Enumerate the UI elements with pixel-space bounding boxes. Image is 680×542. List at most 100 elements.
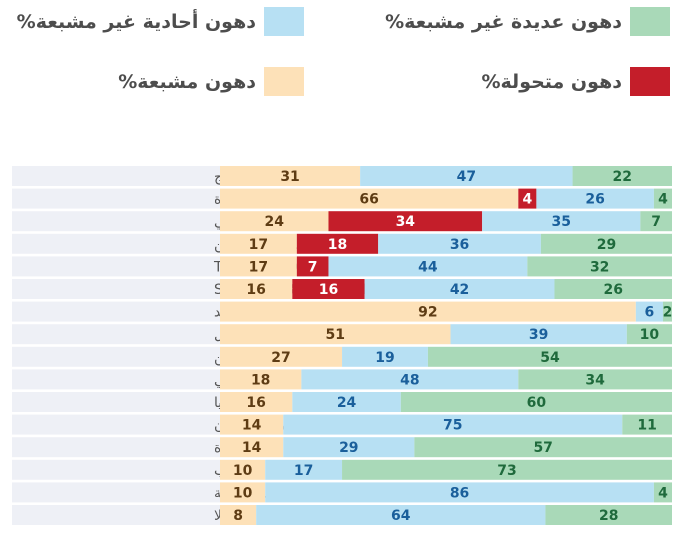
bar-segment-mono (301, 369, 519, 390)
legend-swatch-poly (630, 7, 670, 36)
data-label-sat: 24 (264, 214, 284, 230)
data-label-poly: 4 (658, 485, 668, 501)
data-label-sat: 14 (242, 440, 262, 456)
bar-segment-mono (635, 301, 663, 322)
bar-segment-mono (283, 414, 623, 435)
data-label-mono: 42 (450, 282, 469, 298)
data-label-sat: 10 (233, 463, 253, 479)
legend-label-trans: دهون متحولة% (481, 70, 623, 93)
bar-segment-sat (220, 279, 293, 299)
bar-segment-poly (653, 482, 672, 503)
data-label-poly: 22 (613, 169, 632, 185)
data-label-poly: 10 (640, 327, 660, 343)
bar-segment-poly (527, 256, 672, 277)
bar-segment-poly (545, 505, 672, 525)
bar-segment-sat (220, 346, 343, 367)
bar-segment-trans (296, 256, 329, 277)
data-label-mono: 29 (339, 440, 358, 456)
row-label-band (12, 346, 220, 367)
bar-segment-poly (342, 459, 672, 480)
data-label-trans: 16 (319, 282, 338, 298)
legend-item-mono: دهون أحادية غير مشبعة% (14, 7, 304, 36)
row-label-band (12, 414, 220, 435)
data-label-sat: 27 (271, 350, 290, 366)
legend-swatch-sat (264, 67, 304, 96)
data-label-poly: 26 (603, 282, 622, 298)
bar-segment-mono (450, 324, 627, 345)
bar-segment-sat (220, 392, 293, 412)
data-label-sat: 16 (246, 395, 265, 411)
bar-segment-sat (220, 211, 329, 232)
data-label-sat: 92 (418, 305, 437, 321)
data-label-sat: 66 (359, 192, 378, 208)
row-label-band (12, 279, 220, 299)
data-label-sat: 31 (280, 169, 299, 185)
row-label-band (12, 233, 220, 254)
bar-segment-mono (360, 166, 573, 186)
legend-swatch-trans (630, 67, 670, 96)
bar-segment-poly (540, 233, 672, 254)
bar-segment-mono (342, 346, 428, 367)
data-label-mono: 39 (529, 327, 548, 343)
legend-label-sat: دهون مشبعة% (118, 70, 256, 93)
bar-segment-mono (378, 233, 541, 254)
bar-segment-sat (220, 324, 451, 345)
legend-item-poly: دهون عديدة غير مشبعة% (385, 7, 670, 36)
data-label-mono: 64 (391, 508, 411, 524)
data-label-poly: 28 (599, 508, 618, 524)
data-label-mono: 19 (375, 350, 394, 366)
bar-segment-sat (220, 166, 361, 186)
bar-segment-mono (256, 505, 546, 525)
data-label-mono: 26 (585, 192, 604, 208)
bar-segment-mono (364, 279, 555, 299)
bar-segment-poly (662, 301, 672, 322)
bar-segment-poly (518, 369, 672, 390)
row-label-band (12, 324, 220, 345)
bar-segment-poly (653, 188, 672, 209)
bar-segment-mono (283, 437, 415, 458)
data-label-poly: 4 (658, 192, 668, 208)
bar-segment-sat (220, 256, 297, 277)
data-label-mono: 47 (457, 169, 476, 185)
data-label-poly: 54 (540, 350, 560, 366)
data-label-sat: 17 (249, 237, 268, 253)
legend: دهون عديدة غير مشبعة% دهون أحادية غير مش… (0, 0, 680, 150)
bar-segment-trans (292, 279, 365, 299)
row-label-band (12, 301, 220, 322)
row-label-band (12, 166, 220, 186)
row-label-band (12, 482, 220, 503)
data-label-poly: 29 (597, 237, 616, 253)
data-label-mono: 6 (645, 305, 655, 321)
data-label-mono: 17 (294, 463, 313, 479)
data-label-mono: 86 (450, 485, 469, 501)
data-label-mono: 75 (443, 418, 462, 434)
data-label-trans: 34 (396, 214, 416, 230)
data-label-poly: 32 (590, 259, 609, 275)
bar-segment-poly (640, 211, 672, 232)
bar-segment-sat (220, 482, 266, 503)
data-label-sat: 51 (326, 327, 345, 343)
bar-segment-trans (328, 211, 483, 232)
bar-segment-poly (572, 166, 672, 186)
bar-segment-sat (220, 301, 636, 322)
data-label-mono: 44 (418, 259, 438, 275)
legend-swatch-mono (264, 7, 304, 36)
data-label-poly: 57 (533, 440, 552, 456)
bar-segment-poly (427, 346, 672, 367)
row-label-band (12, 505, 220, 525)
data-label-sat: 10 (233, 485, 253, 501)
bar-segment-mono (482, 211, 641, 232)
bar-segment-mono (328, 256, 528, 277)
data-label-trans: 4 (522, 192, 532, 208)
data-label-sat: 8 (233, 508, 243, 524)
bar-segment-sat (220, 233, 297, 254)
data-label-mono: 48 (400, 372, 419, 388)
bar-segment-poly (400, 392, 672, 412)
row-label-band (12, 188, 220, 209)
data-label-poly: 7 (651, 214, 661, 230)
data-label-poly: 11 (637, 418, 656, 434)
bar-segment-mono (292, 392, 401, 412)
row-label-band (12, 392, 220, 412)
row-label-band (12, 256, 220, 277)
row-label-band (12, 369, 220, 390)
